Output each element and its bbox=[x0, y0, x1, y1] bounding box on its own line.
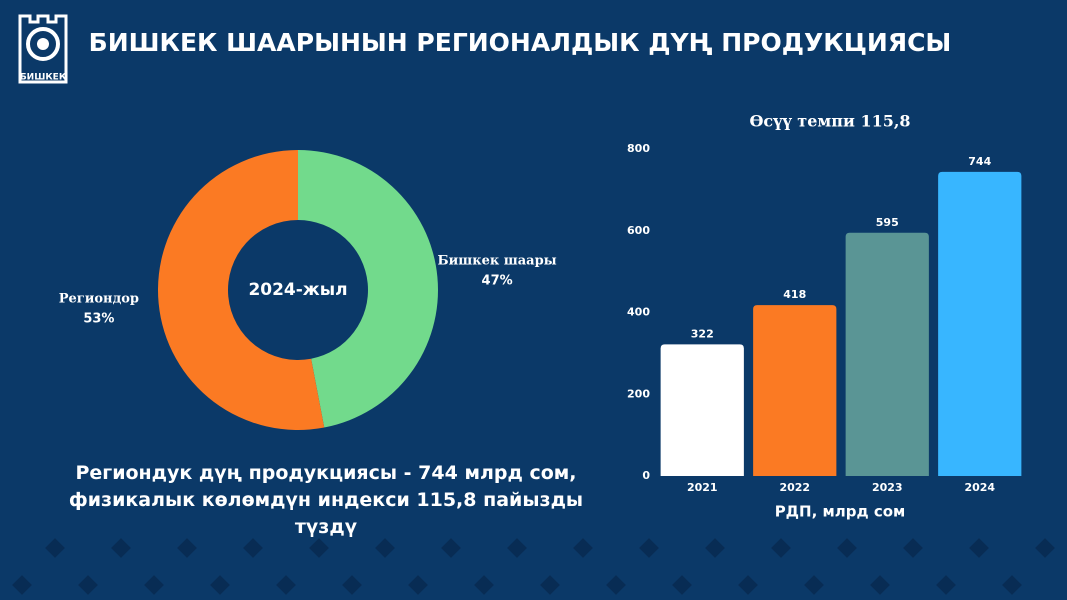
logo-text: БИШКЕК bbox=[20, 73, 67, 83]
y-tick-label: 800 bbox=[627, 142, 650, 155]
decor-diamond bbox=[936, 575, 956, 595]
decor-diamond bbox=[243, 538, 263, 558]
bar-title: Өсүү темпи 115,8 bbox=[749, 112, 910, 131]
decor-diamond bbox=[870, 575, 890, 595]
bar bbox=[753, 305, 837, 476]
page-title: БИШКЕК ШААРЫНЫН РЕГИОНАЛДЫК ДҮҢ ПРОДУКЦИ… bbox=[89, 28, 952, 57]
y-tick-label: 0 bbox=[642, 469, 650, 482]
logo: БИШКЕК bbox=[18, 14, 68, 84]
decor-diamond bbox=[78, 575, 98, 595]
decor-diamond bbox=[144, 575, 164, 595]
bar bbox=[938, 171, 1022, 476]
decor-diamond bbox=[441, 538, 461, 558]
x-tick-label: 2023 bbox=[872, 481, 903, 494]
decor-diamond bbox=[639, 538, 659, 558]
decor-diamond bbox=[969, 538, 989, 558]
donut-category-label: Бишкек шаары bbox=[437, 254, 556, 269]
x-tick-label: 2021 bbox=[687, 481, 718, 494]
bar-value-label: 744 bbox=[968, 155, 991, 168]
x-tick-label: 2024 bbox=[964, 481, 995, 494]
decor-diamond bbox=[276, 575, 296, 595]
decor-diamond bbox=[804, 575, 824, 595]
donut-segment bbox=[157, 150, 325, 430]
decor-diamond bbox=[45, 538, 65, 558]
decor-diamond bbox=[408, 575, 428, 595]
donut-center-label: 2024-жыл bbox=[248, 280, 347, 300]
y-tick-label: 600 bbox=[627, 224, 650, 237]
decor-diamond bbox=[309, 538, 329, 558]
decor-diamond bbox=[1035, 538, 1055, 558]
bar bbox=[845, 232, 929, 476]
y-tick-label: 200 bbox=[627, 387, 650, 400]
decor-diamond bbox=[375, 538, 395, 558]
bar-value-label: 595 bbox=[876, 216, 899, 229]
decor-diamond bbox=[573, 538, 593, 558]
decor-diamond bbox=[837, 538, 857, 558]
decor-diamond bbox=[738, 575, 758, 595]
bar bbox=[660, 344, 744, 476]
bar-value-label: 322 bbox=[691, 327, 714, 340]
y-tick-label: 400 bbox=[627, 306, 650, 319]
decor-diamond bbox=[12, 575, 32, 595]
x-tick-label: 2022 bbox=[779, 481, 810, 494]
donut-segment bbox=[298, 150, 438, 428]
donut-category-label: Региондор bbox=[59, 291, 139, 306]
decor-diamond bbox=[606, 575, 626, 595]
decor-diamond bbox=[210, 575, 230, 595]
decor-diamond bbox=[540, 575, 560, 595]
decor-diamond bbox=[507, 538, 527, 558]
donut-value-label: 47% bbox=[482, 274, 513, 289]
donut-value-label: 53% bbox=[83, 311, 114, 326]
decor-diamond bbox=[672, 575, 692, 595]
x-axis-label: РДП, млрд сом bbox=[775, 503, 906, 521]
decor-diamond bbox=[177, 538, 197, 558]
decor-diamond bbox=[111, 538, 131, 558]
decor-diamond bbox=[705, 538, 725, 558]
decor-diamond bbox=[342, 575, 362, 595]
decor-diamond bbox=[474, 575, 494, 595]
caption: Региондук дүң продукциясы - 744 млрд сом… bbox=[68, 462, 584, 538]
decor-diamond bbox=[1002, 575, 1022, 595]
decor-diamond bbox=[903, 538, 923, 558]
decor-diamond bbox=[771, 538, 791, 558]
bar-value-label: 418 bbox=[783, 288, 806, 301]
